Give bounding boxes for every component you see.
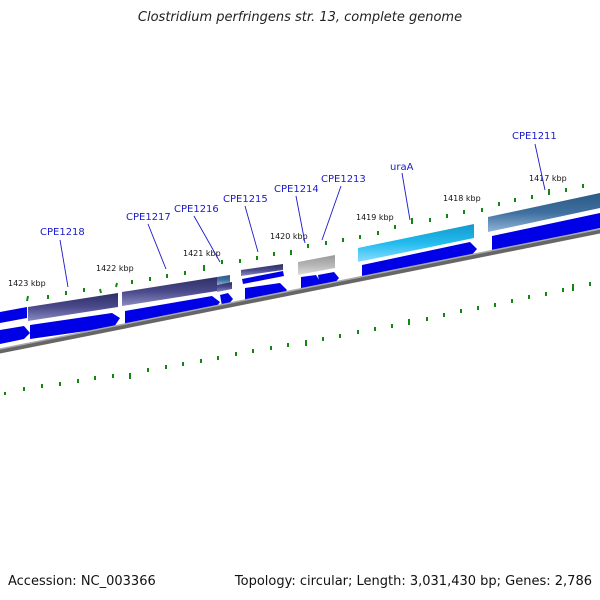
kbp-label-1422: 1422 kbp: [96, 264, 134, 273]
kbp-label-1421: 1421 kbp: [183, 249, 221, 258]
gene-label-uraa[interactable]: uraA: [390, 162, 414, 173]
cds-arrow-left[interactable]: [0, 326, 30, 344]
feature-bar-uraa[interactable]: [358, 224, 474, 262]
gene-label-cpe1216[interactable]: CPE1216: [174, 204, 219, 215]
cds-arrow-uraa[interactable]: [362, 242, 477, 279]
topology-text: Topology: circular; Length: 3,031,430 bp…: [234, 574, 592, 589]
map-title: Clostridium perfringens str. 13, complet…: [137, 10, 463, 25]
kbp-label-1417: 1417 kbp: [529, 174, 567, 183]
kbp-label-1423: 1423 kbp: [8, 279, 46, 288]
feature-bar-cpe1215[interactable]: [241, 264, 283, 276]
gene-label-cpe1213[interactable]: CPE1213: [321, 174, 366, 185]
label-leader-lines: [59, 143, 546, 288]
inner-tick-track: [4, 282, 591, 395]
outer-tick-track: [0, 184, 584, 319]
cds-arrow-cpe1218[interactable]: [30, 313, 120, 339]
gene-label-cpe1218[interactable]: CPE1218: [40, 227, 85, 238]
feature-bar-cpe1216[interactable]: [217, 275, 230, 285]
cds-arrow-cpe1217[interactable]: [125, 296, 220, 324]
kbp-label-1420: 1420 kbp: [270, 232, 308, 241]
cds-arrows: [0, 213, 600, 344]
gene-label-cpe1211[interactable]: CPE1211: [512, 131, 557, 142]
gene-label-cpe1215[interactable]: CPE1215: [223, 194, 268, 205]
kbp-label-1419: 1419 kbp: [356, 213, 394, 222]
gene-label-cpe1214[interactable]: CPE1214: [274, 184, 319, 195]
genome-backbone-highlight: [0, 228, 600, 350]
gene-label-cpe1217[interactable]: CPE1217: [126, 212, 171, 223]
feature-bar-cpe1211[interactable]: [488, 193, 600, 232]
genome-backbone: [0, 228, 600, 354]
feature-bar-left-edge[interactable]: [0, 307, 27, 323]
cds-arrow-cpe1215-upper[interactable]: [242, 271, 284, 284]
feature-bar-cpe1216-lower[interactable]: [217, 282, 232, 292]
accession-text: Accession: NC_003366: [8, 574, 156, 589]
cds-arrow-cpe1211[interactable]: [492, 213, 600, 251]
feature-bar-cpe1218[interactable]: [28, 293, 118, 321]
feature-bar-cpe1217[interactable]: [122, 277, 217, 306]
kbp-label-1418: 1418 kbp: [443, 194, 481, 203]
feature-bar-cpe1214[interactable]: [298, 255, 335, 275]
